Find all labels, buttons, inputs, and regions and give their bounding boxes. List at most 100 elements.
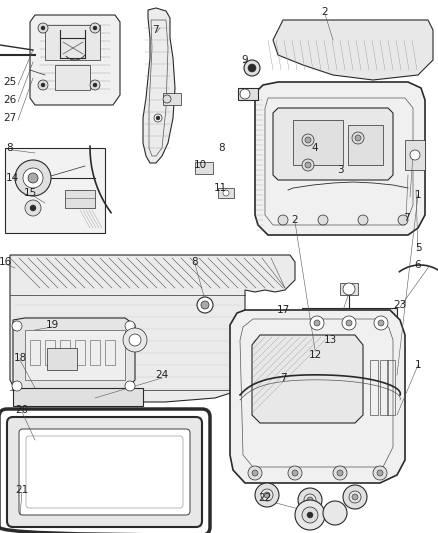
Text: 2: 2 — [321, 7, 328, 17]
Circle shape — [288, 466, 302, 480]
Circle shape — [398, 215, 408, 225]
Text: 18: 18 — [14, 353, 27, 363]
Text: 16: 16 — [0, 257, 12, 267]
Circle shape — [255, 483, 279, 507]
FancyBboxPatch shape — [7, 417, 202, 527]
Text: 6: 6 — [415, 260, 421, 270]
Circle shape — [343, 283, 355, 295]
Polygon shape — [252, 335, 363, 423]
Text: 10: 10 — [194, 160, 207, 170]
Polygon shape — [273, 108, 393, 180]
Circle shape — [352, 132, 364, 144]
Circle shape — [310, 316, 324, 330]
Text: 26: 26 — [4, 95, 17, 105]
Text: 3: 3 — [337, 165, 343, 175]
Text: 7: 7 — [152, 25, 158, 35]
Bar — [163, 93, 181, 105]
Bar — [45, 340, 55, 365]
Text: 17: 17 — [276, 305, 290, 315]
Text: 22: 22 — [258, 493, 272, 503]
Text: 13: 13 — [323, 335, 337, 345]
Circle shape — [302, 159, 314, 171]
Circle shape — [377, 470, 383, 476]
Circle shape — [302, 507, 318, 523]
Circle shape — [374, 316, 388, 330]
Bar — [370, 360, 378, 415]
Circle shape — [346, 320, 352, 326]
Bar — [380, 360, 388, 415]
Circle shape — [197, 297, 213, 313]
Circle shape — [156, 116, 160, 120]
Circle shape — [23, 168, 43, 188]
Text: 1: 1 — [415, 190, 421, 200]
Text: 8: 8 — [192, 257, 198, 267]
Text: 14: 14 — [5, 173, 19, 183]
Bar — [55, 65, 90, 90]
Bar — [45, 25, 100, 60]
Text: 1: 1 — [415, 360, 421, 370]
Circle shape — [223, 190, 229, 196]
Text: 12: 12 — [308, 350, 321, 360]
Circle shape — [323, 501, 347, 525]
Circle shape — [129, 334, 141, 346]
Text: 8: 8 — [219, 143, 225, 153]
Circle shape — [264, 492, 270, 498]
Bar — [90, 340, 100, 365]
Bar — [387, 360, 395, 415]
Circle shape — [410, 150, 420, 160]
Circle shape — [93, 83, 97, 87]
Text: 9: 9 — [242, 55, 248, 65]
Text: 2: 2 — [292, 215, 298, 225]
Text: 7: 7 — [280, 373, 286, 383]
Text: 21: 21 — [15, 485, 28, 495]
Polygon shape — [273, 20, 433, 80]
Circle shape — [93, 26, 97, 30]
Circle shape — [302, 134, 314, 146]
Bar — [348, 125, 383, 165]
Circle shape — [349, 491, 361, 503]
Bar — [60, 340, 70, 365]
Bar — [218, 188, 234, 198]
Bar — [47, 348, 77, 370]
Polygon shape — [30, 15, 120, 105]
Bar — [302, 308, 397, 338]
Circle shape — [125, 321, 135, 331]
Circle shape — [307, 512, 313, 518]
Text: 23: 23 — [393, 300, 406, 310]
Circle shape — [373, 466, 387, 480]
Circle shape — [38, 80, 48, 90]
Circle shape — [314, 320, 320, 326]
Bar — [405, 140, 425, 170]
Text: 20: 20 — [15, 405, 28, 415]
Circle shape — [163, 95, 171, 103]
Circle shape — [343, 485, 367, 509]
Circle shape — [278, 215, 288, 225]
Circle shape — [25, 200, 41, 216]
Circle shape — [352, 494, 358, 500]
Text: 8: 8 — [7, 143, 13, 153]
Circle shape — [355, 135, 361, 141]
Text: 25: 25 — [4, 77, 17, 87]
Polygon shape — [10, 255, 295, 402]
Circle shape — [41, 83, 45, 87]
Circle shape — [38, 23, 48, 33]
Circle shape — [295, 500, 325, 530]
Circle shape — [292, 470, 298, 476]
Bar — [30, 340, 40, 365]
Circle shape — [318, 215, 328, 225]
Polygon shape — [255, 82, 425, 235]
Bar — [13, 388, 143, 406]
Circle shape — [298, 488, 322, 512]
Bar — [105, 340, 115, 365]
Bar — [238, 88, 258, 100]
Circle shape — [244, 60, 260, 76]
Text: 19: 19 — [46, 320, 59, 330]
Polygon shape — [143, 8, 175, 163]
Circle shape — [305, 137, 311, 143]
Circle shape — [378, 320, 384, 326]
Circle shape — [15, 160, 51, 196]
Circle shape — [154, 114, 162, 122]
Circle shape — [90, 23, 100, 33]
Circle shape — [342, 316, 356, 330]
Circle shape — [337, 470, 343, 476]
